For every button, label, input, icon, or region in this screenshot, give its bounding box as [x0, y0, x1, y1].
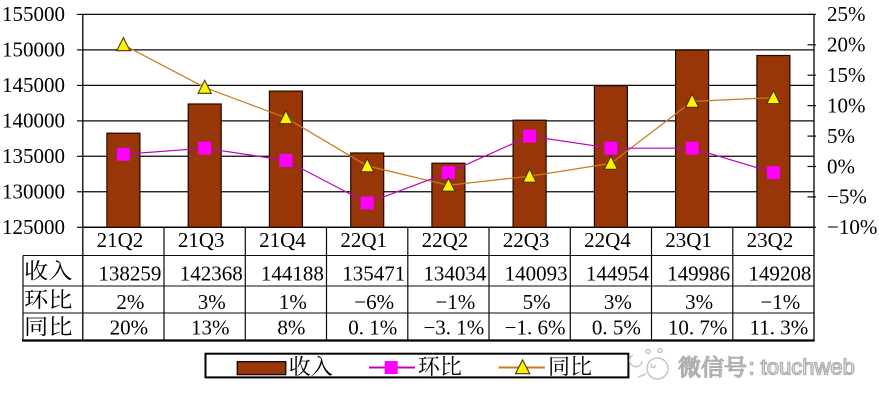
svg-text:155000: 155000: [2, 2, 65, 26]
svg-text:1%: 1%: [279, 290, 307, 314]
svg-text:11. 3%: 11. 3%: [750, 316, 809, 340]
svg-text:0%: 0%: [827, 154, 855, 178]
svg-text:21Q3: 21Q3: [178, 228, 225, 252]
svg-text:2%: 2%: [116, 290, 144, 314]
svg-text:15%: 15%: [827, 63, 866, 87]
svg-text:3%: 3%: [685, 290, 713, 314]
svg-text:144188: 144188: [261, 262, 324, 286]
svg-text:3%: 3%: [604, 290, 632, 314]
svg-text:138259: 138259: [98, 262, 161, 286]
svg-text:23Q2: 23Q2: [747, 228, 794, 252]
svg-text:25%: 25%: [827, 2, 866, 26]
svg-text:22Q3: 22Q3: [503, 228, 550, 252]
svg-text:−6%: −6%: [354, 290, 394, 314]
svg-text:−10%: −10%: [827, 215, 877, 239]
svg-text:150000: 150000: [2, 38, 65, 62]
svg-text:10%: 10%: [827, 93, 866, 117]
svg-text:22Q2: 22Q2: [422, 228, 469, 252]
svg-text:134034: 134034: [423, 262, 487, 286]
svg-text:125000: 125000: [2, 215, 65, 239]
svg-text:8%: 8%: [277, 316, 305, 340]
svg-text:0. 1%: 0. 1%: [348, 316, 397, 340]
svg-text:−1%: −1%: [760, 290, 800, 314]
svg-text:20%: 20%: [827, 33, 866, 57]
svg-text:−1. 6%: −1. 6%: [505, 316, 566, 340]
svg-text:22Q1: 22Q1: [340, 228, 387, 252]
svg-text:: touchweb: : touchweb: [749, 355, 855, 380]
svg-text:140093: 140093: [505, 262, 568, 286]
svg-text:3%: 3%: [198, 290, 226, 314]
svg-text:135000: 135000: [2, 144, 65, 168]
svg-text:0. 5%: 0. 5%: [592, 316, 641, 340]
svg-text:140000: 140000: [2, 109, 65, 133]
svg-text:13%: 13%: [191, 316, 230, 340]
svg-text:5%: 5%: [827, 124, 855, 148]
svg-text:10. 7%: 10. 7%: [668, 316, 728, 340]
svg-text:145000: 145000: [2, 73, 65, 97]
svg-text:130000: 130000: [2, 180, 65, 204]
svg-text:144954: 144954: [586, 262, 650, 286]
svg-text:149208: 149208: [748, 262, 811, 286]
svg-text:21Q4: 21Q4: [259, 228, 306, 252]
svg-text:22Q4: 22Q4: [584, 228, 631, 252]
svg-text:142368: 142368: [180, 262, 243, 286]
svg-text:5%: 5%: [523, 290, 551, 314]
svg-text:20%: 20%: [110, 316, 149, 340]
svg-text:−1%: −1%: [435, 290, 475, 314]
svg-text:−3. 1%: −3. 1%: [423, 316, 484, 340]
svg-text:21Q2: 21Q2: [97, 228, 144, 252]
svg-text:23Q1: 23Q1: [665, 228, 712, 252]
svg-text:−5%: −5%: [827, 185, 867, 209]
svg-text:135471: 135471: [342, 262, 405, 286]
svg-text:149986: 149986: [667, 262, 730, 286]
